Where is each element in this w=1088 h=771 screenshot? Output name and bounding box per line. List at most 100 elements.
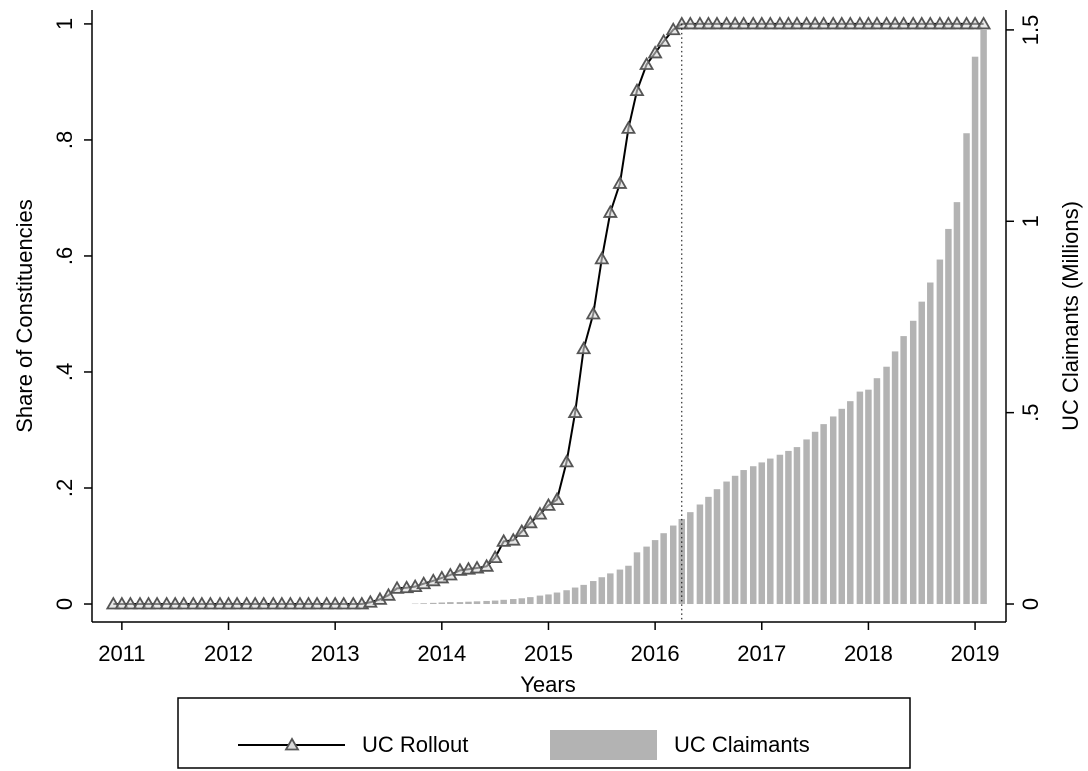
x-tick-label: 2012 xyxy=(204,641,253,666)
x-tick-label: 2011 xyxy=(98,641,145,666)
y2-axis-title: UC Claimants (Millions) xyxy=(1058,201,1083,431)
x-tick-label: 2018 xyxy=(844,641,893,666)
legend-swatch xyxy=(550,730,657,760)
y-tick-label: .6 xyxy=(52,247,77,265)
marker xyxy=(620,120,637,134)
bar xyxy=(643,546,650,605)
bar xyxy=(838,408,845,605)
bar xyxy=(723,481,730,605)
y2-tick-label: 1 xyxy=(1018,215,1043,227)
bar xyxy=(820,424,827,605)
x-axis-title: Years xyxy=(520,672,575,697)
bar xyxy=(633,552,641,605)
marker xyxy=(869,16,885,30)
bar xyxy=(670,525,677,605)
marker xyxy=(176,596,192,610)
marker xyxy=(896,16,912,30)
x-tick-label: 2014 xyxy=(417,641,466,666)
bar xyxy=(598,577,606,605)
marker xyxy=(229,596,245,610)
marker xyxy=(149,596,165,610)
y-axis-title: Share of Constituencies xyxy=(12,199,37,433)
bar xyxy=(776,454,784,605)
bar xyxy=(927,282,934,605)
marker xyxy=(487,549,503,564)
bar xyxy=(536,595,544,605)
bar xyxy=(465,601,472,605)
bar xyxy=(731,475,739,605)
bar xyxy=(696,504,704,605)
marker xyxy=(532,506,548,520)
marker xyxy=(380,587,397,601)
bar xyxy=(856,391,864,605)
bar xyxy=(980,29,987,605)
marker xyxy=(976,16,992,30)
bar xyxy=(527,597,534,605)
bar xyxy=(687,512,694,605)
y-tick-label: .8 xyxy=(52,131,77,149)
marker xyxy=(612,175,628,189)
bar xyxy=(563,590,570,605)
y2-tick-label: .5 xyxy=(1018,403,1043,421)
marker xyxy=(479,558,495,572)
marker xyxy=(816,16,832,30)
bar xyxy=(456,602,464,605)
bar xyxy=(900,336,907,605)
bar xyxy=(430,602,437,605)
x-tick-label: 2016 xyxy=(631,641,680,666)
marker xyxy=(789,16,805,30)
x-tick-label: 2013 xyxy=(311,641,360,666)
marker xyxy=(762,16,778,30)
bar xyxy=(616,569,624,605)
y-tick-label: .4 xyxy=(52,363,77,381)
bar xyxy=(447,602,454,605)
legend-label: UC Claimants xyxy=(674,732,810,757)
bar xyxy=(767,458,774,605)
bar xyxy=(483,600,490,605)
bar xyxy=(607,573,614,605)
bar xyxy=(518,598,526,605)
y-tick-label: .2 xyxy=(52,479,77,497)
y-tick-label: 1 xyxy=(52,18,77,30)
marker xyxy=(647,45,663,59)
bar xyxy=(918,301,925,605)
bar xyxy=(473,601,481,605)
marker xyxy=(122,596,138,610)
bar xyxy=(785,450,792,605)
legend-label: UC Rollout xyxy=(362,732,468,757)
marker xyxy=(505,532,521,546)
bar xyxy=(873,378,881,605)
bar xyxy=(590,581,597,605)
y2-tick-label: 0 xyxy=(1018,598,1043,610)
bar xyxy=(829,416,837,605)
x-tick-label: 2017 xyxy=(737,641,786,666)
marker xyxy=(514,523,530,537)
marker xyxy=(469,560,485,574)
bar xyxy=(660,533,667,605)
bar xyxy=(953,202,961,605)
marker xyxy=(842,16,858,30)
bar xyxy=(625,565,632,605)
marker xyxy=(282,596,298,610)
y-tick-label: 0 xyxy=(52,598,77,610)
bar xyxy=(891,351,899,605)
bar xyxy=(909,320,917,605)
bar xyxy=(758,462,766,605)
bar xyxy=(749,466,757,605)
bar xyxy=(580,584,587,605)
x-tick-label: 2019 xyxy=(951,641,1000,666)
marker xyxy=(256,596,272,610)
marker xyxy=(309,596,325,610)
marker xyxy=(202,596,218,610)
bar xyxy=(545,594,552,605)
bar xyxy=(971,56,979,605)
marker xyxy=(594,251,610,265)
marker xyxy=(639,56,655,70)
bar xyxy=(651,540,659,605)
bar xyxy=(571,587,579,605)
bar xyxy=(491,600,499,605)
bar xyxy=(945,228,952,605)
bar xyxy=(803,439,810,605)
bar xyxy=(500,599,507,605)
marker xyxy=(576,340,592,355)
